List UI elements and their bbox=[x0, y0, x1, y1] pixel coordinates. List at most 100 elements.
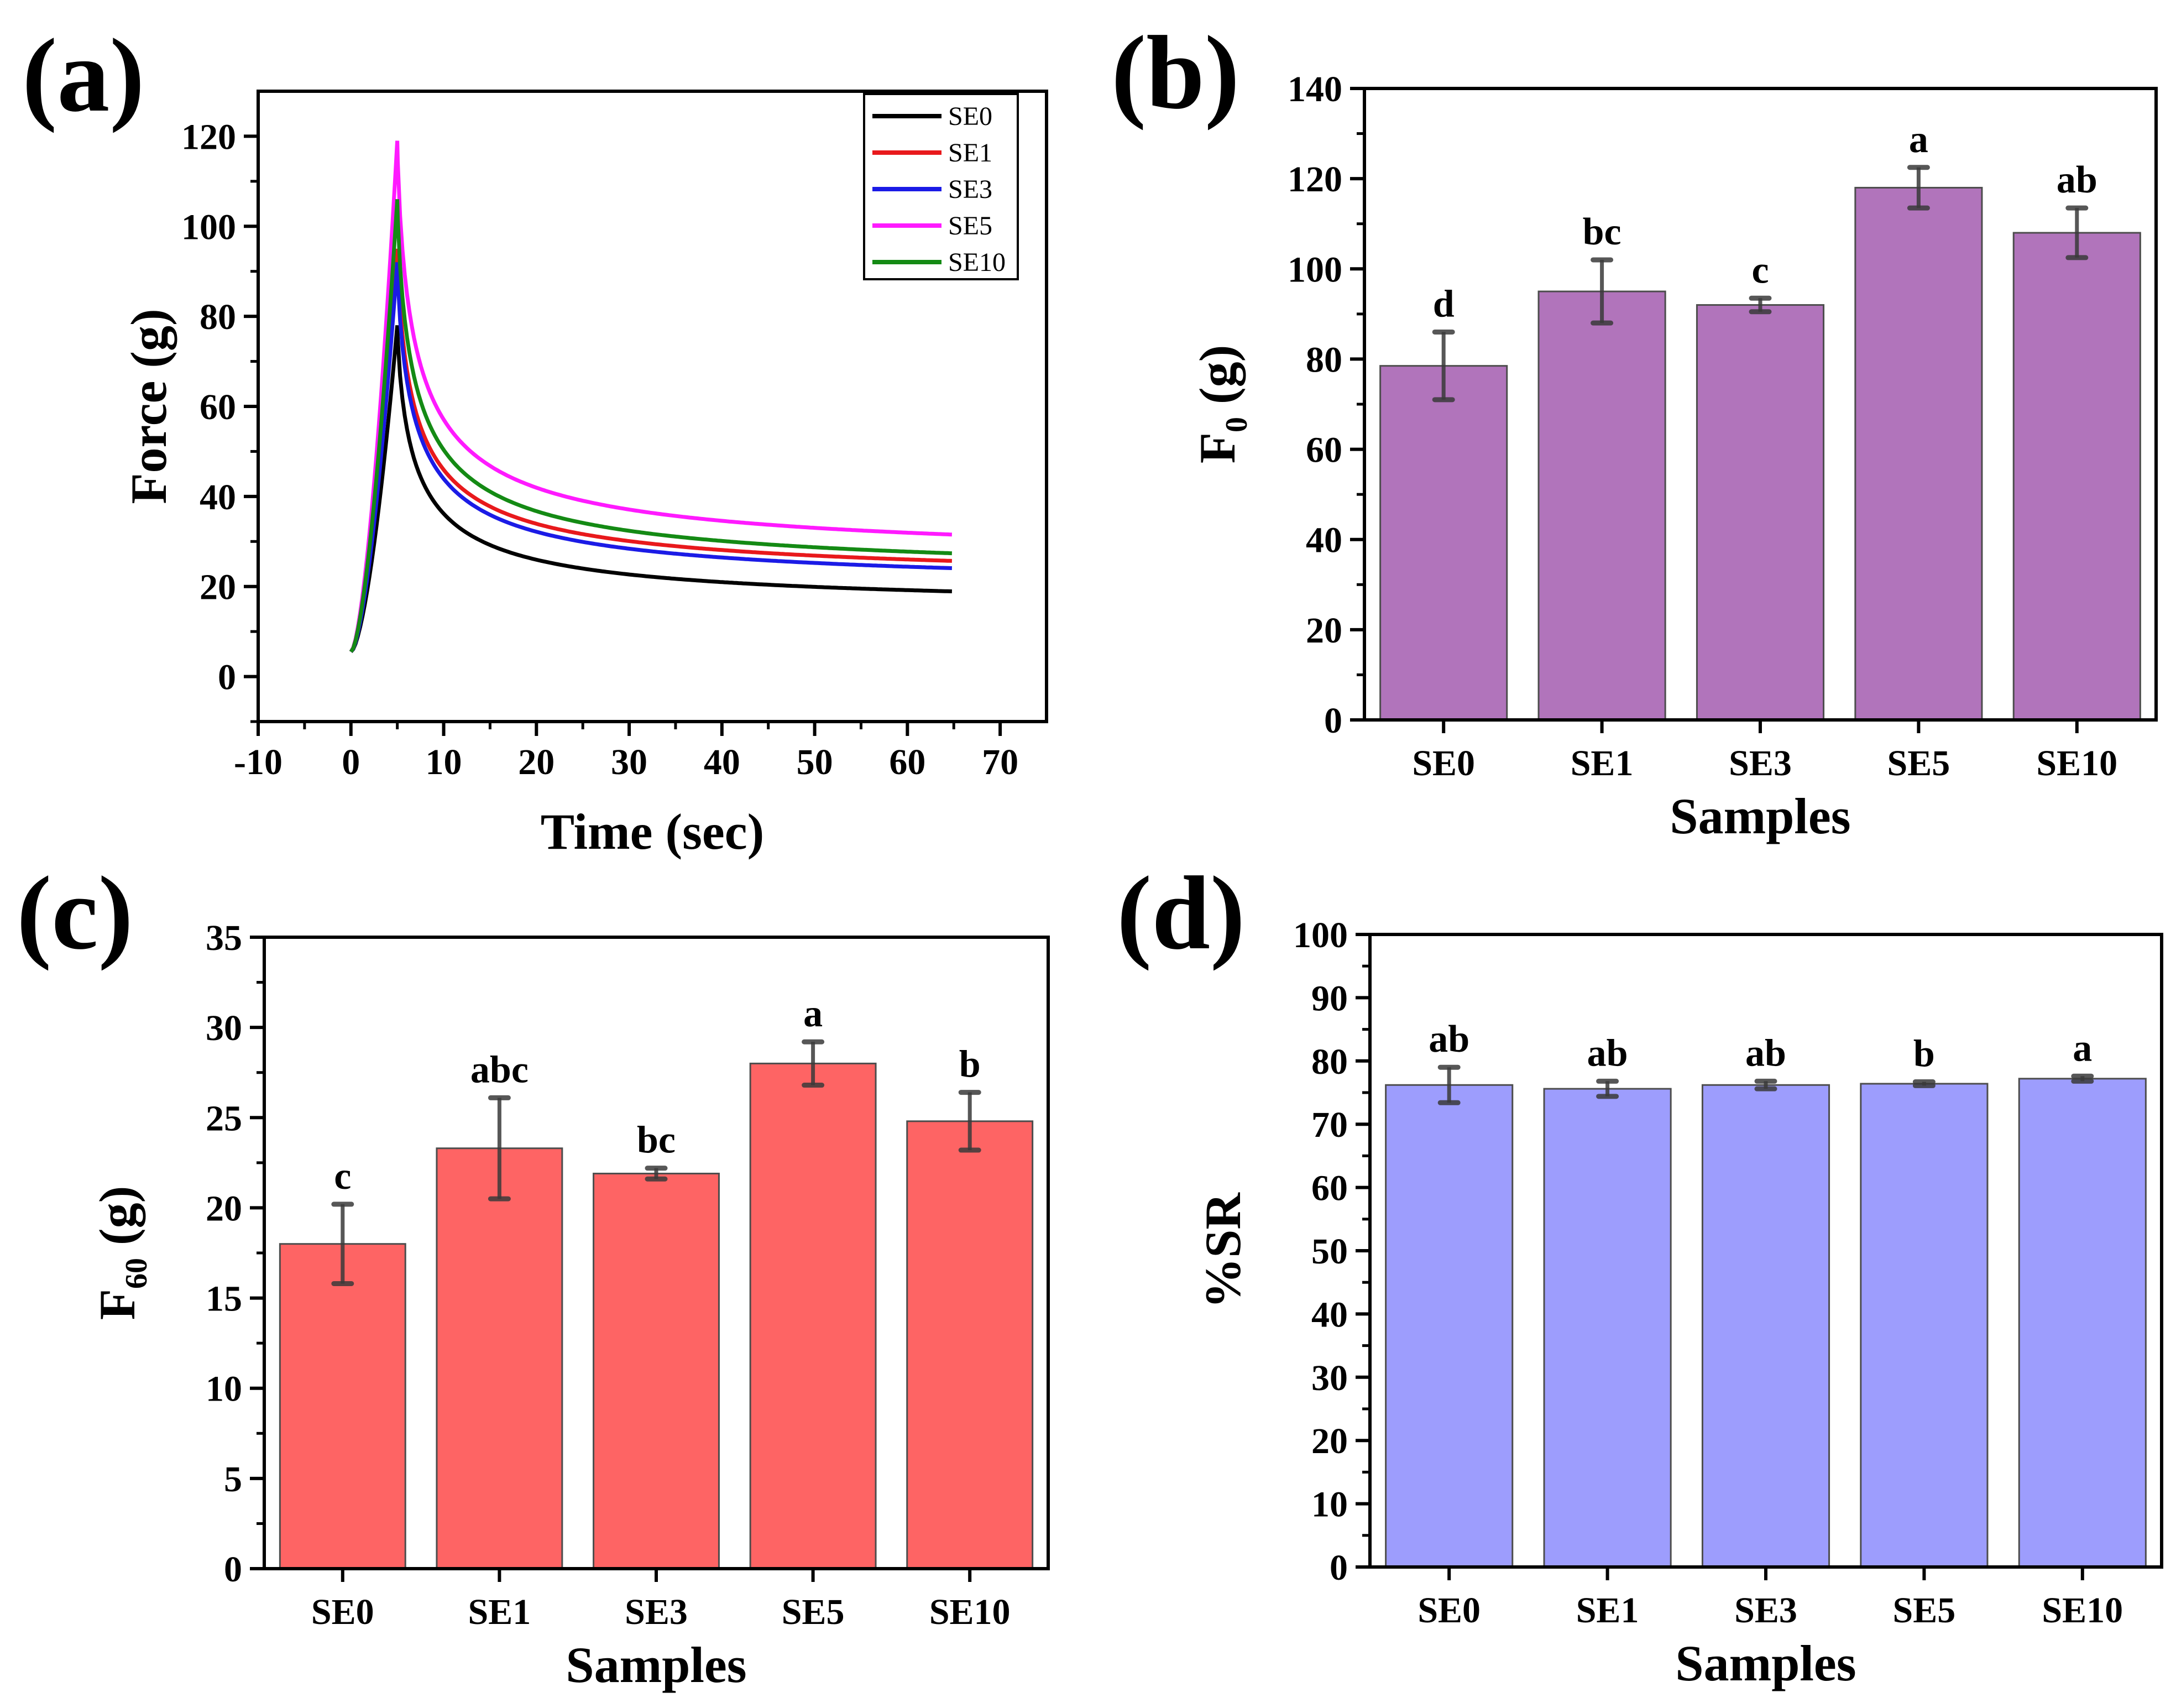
y-tick-label: 0 bbox=[1324, 701, 1342, 741]
significance-label-se0: d bbox=[1433, 283, 1455, 325]
x-tick-label: 50 bbox=[797, 742, 833, 782]
x-tick-label: SE3 bbox=[1734, 1590, 1797, 1631]
significance-label-se5: a bbox=[803, 993, 823, 1035]
y-tick-label: 40 bbox=[200, 477, 236, 518]
legend-label-se5: SE5 bbox=[948, 211, 992, 241]
y-tick-label: 80 bbox=[1306, 339, 1342, 380]
bar-se5 bbox=[1854, 186, 1983, 721]
y-axis-title: %SR bbox=[1195, 1192, 1251, 1309]
x-tick-label: SE1 bbox=[468, 1592, 531, 1632]
x-axis-title: Samples bbox=[1675, 1635, 1856, 1691]
series-line-se0 bbox=[349, 325, 952, 654]
y-axis-title: Force (g) bbox=[121, 309, 177, 504]
x-tick-label: SE0 bbox=[1417, 1590, 1481, 1631]
y-tick-label: 0 bbox=[1330, 1548, 1348, 1588]
y-tick-label: 80 bbox=[200, 297, 236, 337]
x-tick-label: SE5 bbox=[1887, 743, 1950, 784]
y-tick-label: 20 bbox=[1306, 610, 1342, 651]
y-tick-label: 30 bbox=[206, 1008, 242, 1048]
x-tick-label: 10 bbox=[426, 742, 462, 782]
significance-label-se5: b bbox=[1913, 1033, 1935, 1075]
x-tick-label: 20 bbox=[518, 742, 555, 782]
significance-label-se1: abc bbox=[470, 1048, 529, 1091]
panel-c: (c) c SE0 abc SE1 bc SE3 a SE5 b SE10 0 5 10 15 20 25 30 3… bbox=[17, 855, 1050, 1693]
x-tick-label: SE10 bbox=[2036, 743, 2117, 784]
y-tick-label: 120 bbox=[1288, 159, 1342, 200]
y-tick-label: 20 bbox=[200, 567, 236, 608]
y-tick-label: 80 bbox=[1311, 1042, 1348, 1082]
y-tick-label: 30 bbox=[1311, 1358, 1348, 1398]
significance-label-se0: ab bbox=[1429, 1018, 1469, 1061]
x-tick-label: SE0 bbox=[1412, 743, 1475, 784]
bar-se3 bbox=[1696, 304, 1825, 721]
series-line-se3 bbox=[349, 262, 952, 653]
legend-label-se10: SE10 bbox=[948, 248, 1006, 277]
panel-a: (a) -10 0 10 20 30 40 50 60 70 0 20 40 60 80 100 120 Time… bbox=[22, 18, 1048, 860]
bar-se5 bbox=[1860, 1083, 1989, 1568]
bar-se3 bbox=[1701, 1084, 1830, 1568]
panel-d: (d) ab SE0 ab SE1 ab SE3 b SE5 a SE10 0 10 20 30 40 50 60… bbox=[1117, 855, 2163, 1691]
y-tick-label: 40 bbox=[1311, 1294, 1348, 1335]
panel-letter: (b) bbox=[1111, 15, 1239, 131]
significance-label-se1: bc bbox=[1583, 211, 1621, 253]
significance-label-se3: bc bbox=[637, 1119, 676, 1162]
y-tick-label: 100 bbox=[181, 207, 236, 247]
y-tick-label: 60 bbox=[1306, 430, 1342, 471]
legend-label-se0: SE0 bbox=[948, 102, 992, 131]
bar-se0 bbox=[1385, 1084, 1514, 1568]
x-tick-label: SE5 bbox=[1893, 1590, 1956, 1631]
y-tick-label: 35 bbox=[206, 918, 242, 958]
y-tick-label: 10 bbox=[206, 1369, 242, 1409]
y-tick-label: 40 bbox=[1306, 520, 1342, 561]
x-tick-label: 60 bbox=[889, 742, 925, 782]
bar-se1 bbox=[436, 1147, 563, 1570]
y-tick-label: 100 bbox=[1293, 915, 1348, 955]
bar-se3 bbox=[593, 1172, 720, 1570]
significance-label-se10: b bbox=[959, 1043, 981, 1086]
x-tick-label: 70 bbox=[982, 742, 1018, 782]
y-tick-label: 20 bbox=[206, 1188, 242, 1229]
x-axis-title: Samples bbox=[1670, 788, 1850, 844]
x-axis-title: Time (sec) bbox=[541, 803, 764, 860]
x-tick-label: SE10 bbox=[929, 1592, 1011, 1632]
legend-label-se3: SE3 bbox=[948, 175, 992, 204]
panel-letter: (c) bbox=[17, 855, 133, 971]
significance-label-se10: ab bbox=[2057, 159, 2097, 201]
x-tick-label: 0 bbox=[342, 742, 360, 782]
x-tick-label: SE1 bbox=[1571, 743, 1634, 784]
y-tick-label: 70 bbox=[1311, 1105, 1348, 1145]
bar-se0 bbox=[279, 1243, 406, 1570]
bar-se5 bbox=[749, 1062, 877, 1570]
x-axis-title: Samples bbox=[566, 1637, 746, 1693]
series-line-se10 bbox=[349, 199, 952, 653]
y-tick-label: 10 bbox=[1311, 1485, 1348, 1525]
significance-label-se3: c bbox=[1751, 249, 1769, 291]
series-line-se5 bbox=[349, 140, 952, 653]
significance-label-se10: a bbox=[2073, 1027, 2092, 1069]
bar-se10 bbox=[2012, 232, 2141, 721]
bar-se1 bbox=[1537, 290, 1666, 721]
x-tick-label: SE0 bbox=[311, 1592, 374, 1632]
x-tick-label: -10 bbox=[234, 742, 283, 782]
bar-se10 bbox=[2018, 1078, 2147, 1568]
y-tick-label: 120 bbox=[181, 117, 236, 157]
y-axis-title: F60 (g) bbox=[89, 1186, 154, 1320]
x-tick-label: SE5 bbox=[782, 1592, 845, 1632]
panel-letter: (d) bbox=[1117, 855, 1245, 971]
x-tick-label: SE10 bbox=[2042, 1590, 2123, 1631]
series-line-se1 bbox=[349, 248, 952, 653]
y-tick-label: 20 bbox=[1311, 1421, 1348, 1461]
y-tick-label: 0 bbox=[224, 1549, 242, 1590]
x-tick-label: SE1 bbox=[1576, 1590, 1639, 1631]
panel-b: (b) d SE0 bc SE1 c SE3 a SE5 ab SE10 0 20 40 60 80 100 12… bbox=[1111, 15, 2158, 844]
x-tick-label: SE3 bbox=[625, 1592, 688, 1632]
panel-letter: (a) bbox=[22, 18, 145, 134]
bar-se1 bbox=[1543, 1088, 1672, 1568]
y-tick-label: 50 bbox=[1311, 1231, 1348, 1272]
significance-label-se1: ab bbox=[1587, 1032, 1628, 1074]
y-tick-label: 90 bbox=[1311, 978, 1348, 1018]
x-tick-label: 30 bbox=[611, 742, 647, 782]
y-tick-label: 5 bbox=[224, 1459, 242, 1500]
x-tick-label: 40 bbox=[704, 742, 740, 782]
